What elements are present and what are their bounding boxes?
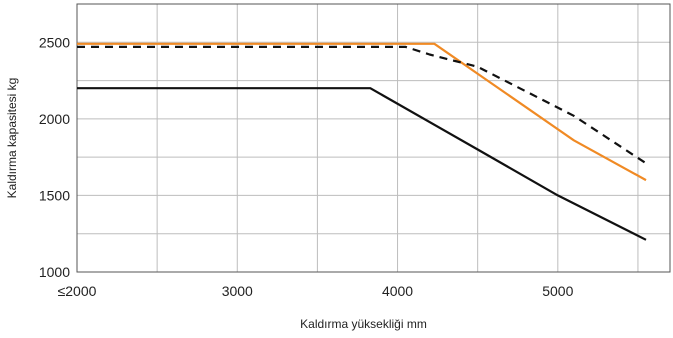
x-tick-label: ≤2000 xyxy=(58,283,97,299)
x-tick-label: 4000 xyxy=(382,283,413,299)
series-line-1 xyxy=(77,42,647,182)
series-line-3 xyxy=(77,87,647,241)
plot-frame xyxy=(76,3,671,273)
y-tick-label: 1500 xyxy=(39,187,70,203)
x-tick-label: 3000 xyxy=(222,283,253,299)
x-axis-title: Kaldırma yüksekliği mm xyxy=(300,317,427,331)
series-line-2 xyxy=(77,45,647,165)
grid xyxy=(77,4,670,272)
ticks-layer: ≤2000 3000 4000 5000 1000 1500 2000 2500 xyxy=(39,34,574,299)
y-tick-label: 2500 xyxy=(39,34,70,50)
y-tick-label: 2000 xyxy=(39,111,70,127)
series-layer xyxy=(77,42,647,241)
y-axis-title: Kaldırma kapasitesi kg xyxy=(5,78,19,199)
y-tick-label: 1000 xyxy=(39,264,70,280)
x-tick-label: 5000 xyxy=(542,283,573,299)
